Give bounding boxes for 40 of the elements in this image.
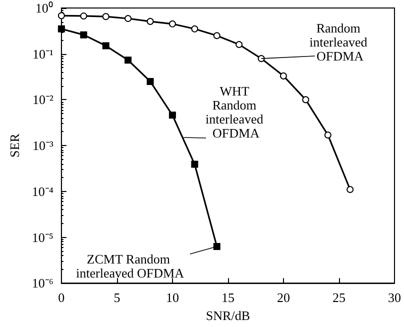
- point: [102, 13, 110, 20]
- x-tick-label: 20: [276, 290, 290, 306]
- point: [213, 242, 220, 250]
- point: [80, 12, 88, 20]
- x-tick-label: 30: [388, 290, 401, 306]
- point: [168, 112, 176, 119]
- point: [58, 12, 65, 20]
- point: [236, 40, 243, 48]
- y-tick-label: 10⁻¹: [32, 46, 54, 62]
- y-tick-label: 10⁻⁶: [32, 276, 54, 291]
- point: [146, 18, 154, 25]
- y-axis-title: SER: [7, 133, 22, 158]
- y-tick-label: 10⁻²: [32, 92, 54, 108]
- point: [102, 42, 110, 50]
- point: [324, 131, 332, 138]
- point: [58, 25, 65, 32]
- point: [346, 186, 354, 193]
- point: [191, 160, 198, 168]
- x-tick-label: 25: [332, 290, 346, 306]
- point: [280, 72, 287, 80]
- y-tick-label: 10⁻⁴: [32, 184, 54, 199]
- y-tick-label: 10⁻⁵: [32, 230, 54, 245]
- point: [124, 15, 132, 22]
- y-tick-label: 10⁰: [35, 0, 54, 16]
- annotation: WHT Random interleaved OFDMA: [206, 84, 266, 140]
- x-tick-label: 5: [114, 290, 120, 306]
- y-tick-label: 10⁻³: [32, 138, 54, 154]
- point: [168, 20, 176, 28]
- point: [213, 32, 220, 40]
- text: ZCMT Random interleaved OFDMA: [76, 252, 185, 280]
- x-tick-label: 10: [166, 290, 179, 306]
- x-tick-label: 15: [221, 290, 234, 306]
- point: [80, 31, 88, 38]
- point: [124, 56, 132, 64]
- point: [146, 78, 154, 85]
- x-tick-label: 0: [58, 290, 65, 306]
- x-axis-title: SNR/dB: [206, 308, 250, 323]
- series-label: Random interleaved OFDMA: [310, 20, 370, 64]
- point: [191, 25, 198, 32]
- point: [302, 96, 310, 104]
